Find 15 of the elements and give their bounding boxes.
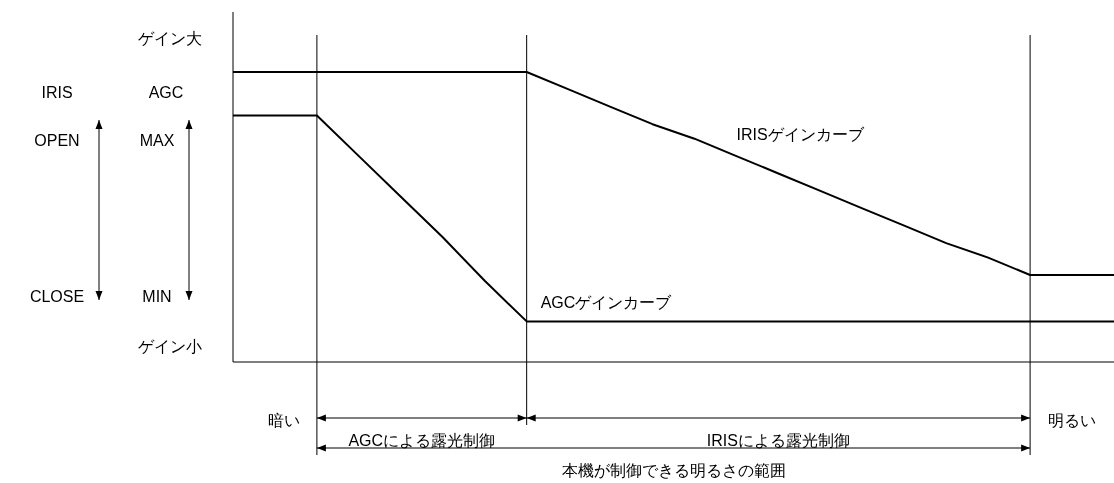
text: MIN <box>142 288 172 305</box>
series-label: AGCゲインカーブ <box>540 294 673 311</box>
text: 本機が制御できる明るさの範囲 <box>561 462 786 479</box>
text: IRIS <box>41 84 73 101</box>
text: MAX <box>139 132 175 149</box>
text: AGC <box>148 84 184 101</box>
text: OPEN <box>34 132 80 149</box>
text: ゲイン大 <box>138 30 202 47</box>
text: AGCによる露光制御 <box>348 432 496 449</box>
text: IRISによる露光制御 <box>706 432 850 449</box>
text: 明るい <box>1048 412 1096 429</box>
text: CLOSE <box>29 288 85 305</box>
series-label: IRISゲインカーブ <box>736 126 865 143</box>
text: ゲイン小 <box>138 338 202 355</box>
text: 暗い <box>268 412 300 429</box>
